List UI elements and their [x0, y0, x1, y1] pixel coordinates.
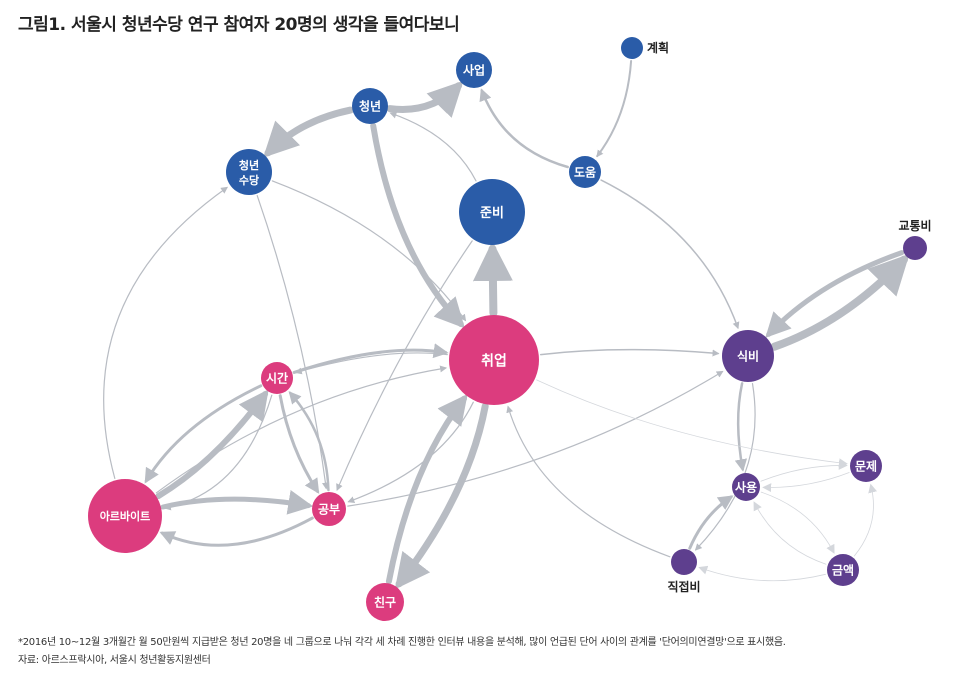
edge-gyehoek-to-doum: [596, 60, 633, 158]
node-label-munje: 문제: [855, 460, 877, 474]
edge-sayong-to-geumaek: [760, 491, 835, 554]
edge-geumaek-to-jikjeopbi: [698, 565, 826, 582]
edge-doum-to-sikbi: [600, 179, 740, 330]
node-label-areubaiteu: 아르바이트: [100, 509, 151, 523]
node-circle-gyehoek: [621, 37, 643, 59]
edge-sikbi-to-jikjeopbi: [694, 383, 756, 551]
node-chingu: 친구: [366, 583, 404, 621]
node-gyotongbi: 교통비: [898, 218, 932, 260]
node-circle-sudang: [226, 149, 272, 195]
node-label-chwieop: 취업: [481, 353, 507, 369]
node-sudang: 청년 수당: [226, 149, 272, 195]
node-sigan: 시간: [261, 362, 293, 394]
node-circle-geumaek: [827, 554, 859, 586]
edge-areubaiteu-to-sudang: [103, 186, 229, 479]
node-gongbu: 공부: [312, 492, 346, 526]
node-label-chingu: 친구: [374, 595, 396, 610]
node-label-gyehoek: 계획: [647, 40, 669, 55]
edge-cheongnyeon-to-chwieop: [370, 122, 465, 329]
node-circle-saup: [456, 52, 492, 88]
node-label-sudang: 청년 수당: [239, 158, 259, 187]
node-label-sikbi: 식비: [737, 349, 759, 364]
node-circle-chingu: [366, 583, 404, 621]
edge-sudang-to-gongbu: [256, 195, 329, 490]
footnote: *2016년 10~12월 3개월간 월 50만원씩 지급받은 청년 20명을 …: [18, 637, 786, 648]
node-jikjeopbi: 직접비: [667, 549, 701, 594]
edge-areubaiteu-to-sigan: [155, 389, 269, 499]
node-label-saup: 사업: [463, 63, 485, 78]
node-label-sigan: 시간: [266, 371, 288, 386]
node-circle-jikjeopbi: [671, 549, 697, 575]
node-circle-sayong: [732, 473, 760, 501]
edge-junbi-to-gongbu: [336, 240, 473, 491]
chart-title: 그림1. 서울시 청년수당 연구 참여자 20명의 생각을 들여다보니: [18, 15, 460, 35]
edge-areubaiteu-to-chwieop: [155, 365, 448, 494]
node-circle-cheongnyeon: [352, 88, 388, 124]
edge-cheongnyeon-to-sudang: [263, 106, 354, 158]
edge-chwieop-to-chingu: [394, 402, 489, 590]
node-label-sayong: 사용: [735, 480, 757, 495]
edge-sayong-to-munje: [760, 460, 848, 482]
edge-chwieop-to-sikbi: [539, 348, 720, 357]
edge-geumaek-to-munje: [853, 483, 878, 557]
edge-sigan-to-chwieop: [292, 343, 449, 374]
node-sikbi: 식비: [722, 330, 774, 382]
node-label-gongbu: 공부: [318, 503, 340, 517]
edge-munje-to-sayong: [762, 472, 850, 493]
node-label-jikjeopbi: 직접비: [667, 579, 700, 594]
edge-areubaiteu-to-gongbu: [160, 490, 314, 515]
source-note: 자료: 아르스프락시아, 서울시 청년활동지원센터: [18, 655, 211, 666]
node-label-junbi: 준비: [480, 206, 504, 221]
edge-junbi-to-cheongnyeon: [389, 111, 477, 182]
edge-chingu-to-chwieop: [385, 393, 468, 585]
edge-chwieop-to-sigan: [294, 352, 448, 375]
node-chwieop: 취업: [449, 315, 539, 405]
node-sayong: 사용: [732, 473, 760, 501]
node-gyehoek: 계획: [621, 37, 669, 59]
edge-gongbu-to-areubaiteu: [159, 516, 314, 547]
node-munje: 문제: [850, 450, 882, 482]
edge-geumaek-to-sayong: [753, 501, 827, 565]
edge-chwieop-to-gongbu: [347, 401, 474, 504]
node-saup: 사업: [456, 52, 492, 88]
node-areubaiteu: 아르바이트: [88, 479, 162, 553]
node-circle-sikbi: [722, 330, 774, 382]
edge-sudang-to-chwieop: [271, 180, 467, 322]
edge-jikjeopbi-to-sayong: [688, 495, 734, 550]
edge-sikbi-to-gyotongbi: [770, 253, 910, 351]
node-label-geumaek: 금액: [832, 564, 854, 578]
edge-cheongnyeon-to-saup: [386, 80, 464, 118]
node-label-gyotongbi: 교통비: [898, 218, 931, 233]
edge-gongbu-to-sikbi: [347, 370, 724, 507]
node-label-cheongnyeon: 청년: [359, 99, 381, 114]
edge-chwieop-to-junbi: [472, 241, 513, 317]
node-circle-junbi: [459, 179, 525, 245]
edge-sigan-to-areubaiteu: [144, 384, 263, 484]
edge-sikbi-to-sayong: [734, 382, 748, 472]
edge-doum-to-saup: [479, 88, 569, 169]
node-circle-chwieop: [449, 315, 539, 405]
node-circle-munje: [850, 450, 882, 482]
edge-sigan-to-areubaiteu: [163, 394, 273, 511]
node-circle-gyotongbi: [903, 236, 927, 260]
node-circle-doum: [569, 156, 601, 188]
edge-sigan-to-gongbu: [278, 394, 320, 494]
edge-gyotongbi-to-sikbi: [765, 250, 905, 338]
edge-gongbu-to-sigan: [288, 391, 330, 492]
node-doum: 도움: [569, 156, 601, 188]
node-circle-areubaiteu: [88, 479, 162, 553]
node-circle-gongbu: [312, 492, 346, 526]
node-geumaek: 금액: [827, 554, 859, 586]
node-cheongnyeon: 청년: [352, 88, 388, 124]
node-junbi: 준비: [459, 179, 525, 245]
node-circle-sigan: [261, 362, 293, 394]
edge-jikjeopbi-to-chwieop: [506, 405, 671, 558]
node-label-doum: 도움: [574, 165, 596, 180]
edge-chwieop-to-munje: [536, 379, 848, 468]
